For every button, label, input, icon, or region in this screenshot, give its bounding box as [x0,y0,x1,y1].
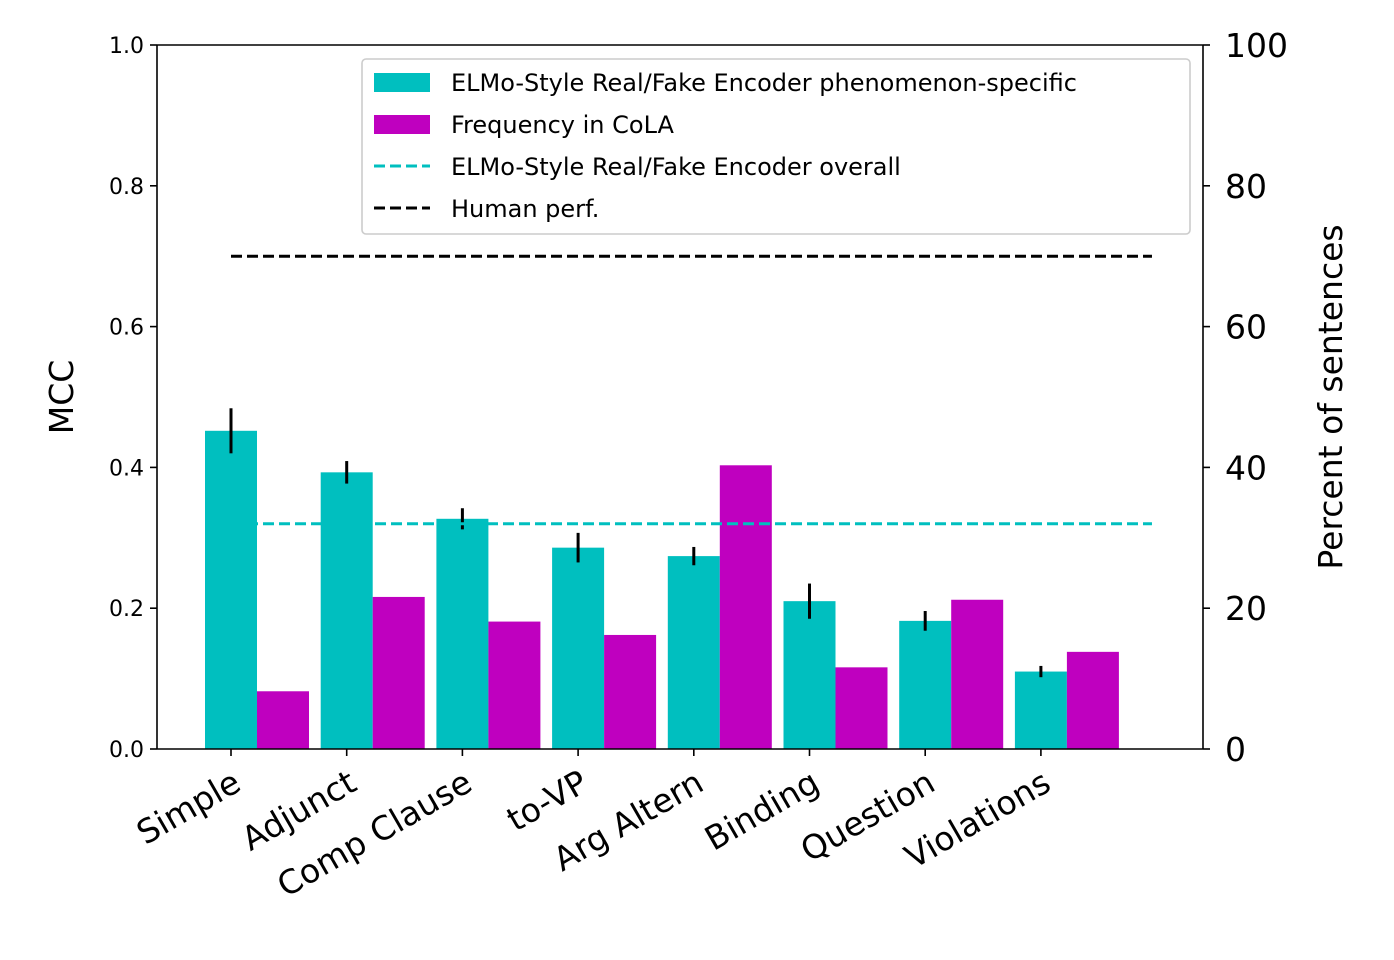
legend-label: Human perf. [451,195,599,223]
bar-mcc [1014,671,1067,749]
reference-lines-layer [231,254,1152,526]
y2-axis-label: Percent of sentences [1311,224,1350,569]
bar-frequency [1066,651,1119,749]
x-tick-label: Comp Clause [270,762,478,905]
bar-frequency [257,691,309,749]
y-tick-label: 0.4 [109,456,144,481]
bar-mcc [436,518,489,749]
y2-tick-label: 60 [1225,308,1267,347]
legend-swatch [374,115,430,134]
bar-frequency [951,599,1004,749]
bars-layer [205,430,1119,749]
bar-frequency [488,621,541,749]
legend-box [361,58,1191,235]
legend: ELMo-Style Real/Fake Encoder phenomenon-… [361,58,1191,235]
bar-mcc [667,556,720,749]
legend-label: Frequency in CoLA [451,111,674,139]
y-tick-label: 0.8 [109,175,144,200]
bar-mcc [205,430,257,749]
y-axis-label: MCC [42,360,81,435]
y2-tick-label: 0 [1225,730,1246,769]
bar-mcc [899,620,952,749]
bar-frequency [372,596,425,749]
bar-mcc [783,601,836,749]
legend-label: ELMo-Style Real/Fake Encoder phenomenon-… [451,69,1077,97]
legend-label: ELMo-Style Real/Fake Encoder overall [451,153,901,181]
bar-frequency [719,465,772,749]
y-tick-label: 0.6 [109,316,144,341]
bar-mcc [320,472,373,749]
bar-frequency [604,634,657,749]
y2-tick-label: 20 [1225,589,1267,628]
y-tick-label: 0.0 [109,738,144,763]
y2-tick-label: 80 [1225,167,1267,206]
x-tick-label: Simple [130,762,247,852]
bar-mcc [552,547,605,749]
bar-frequency [835,667,888,749]
y2-tick-label: 40 [1225,448,1267,487]
y2-tick-label: 100 [1225,26,1288,65]
errorbars-layer [229,408,1043,678]
legend-swatch [374,73,430,92]
y-tick-label: 1.0 [109,34,144,59]
y-tick-label: 0.2 [109,597,144,622]
